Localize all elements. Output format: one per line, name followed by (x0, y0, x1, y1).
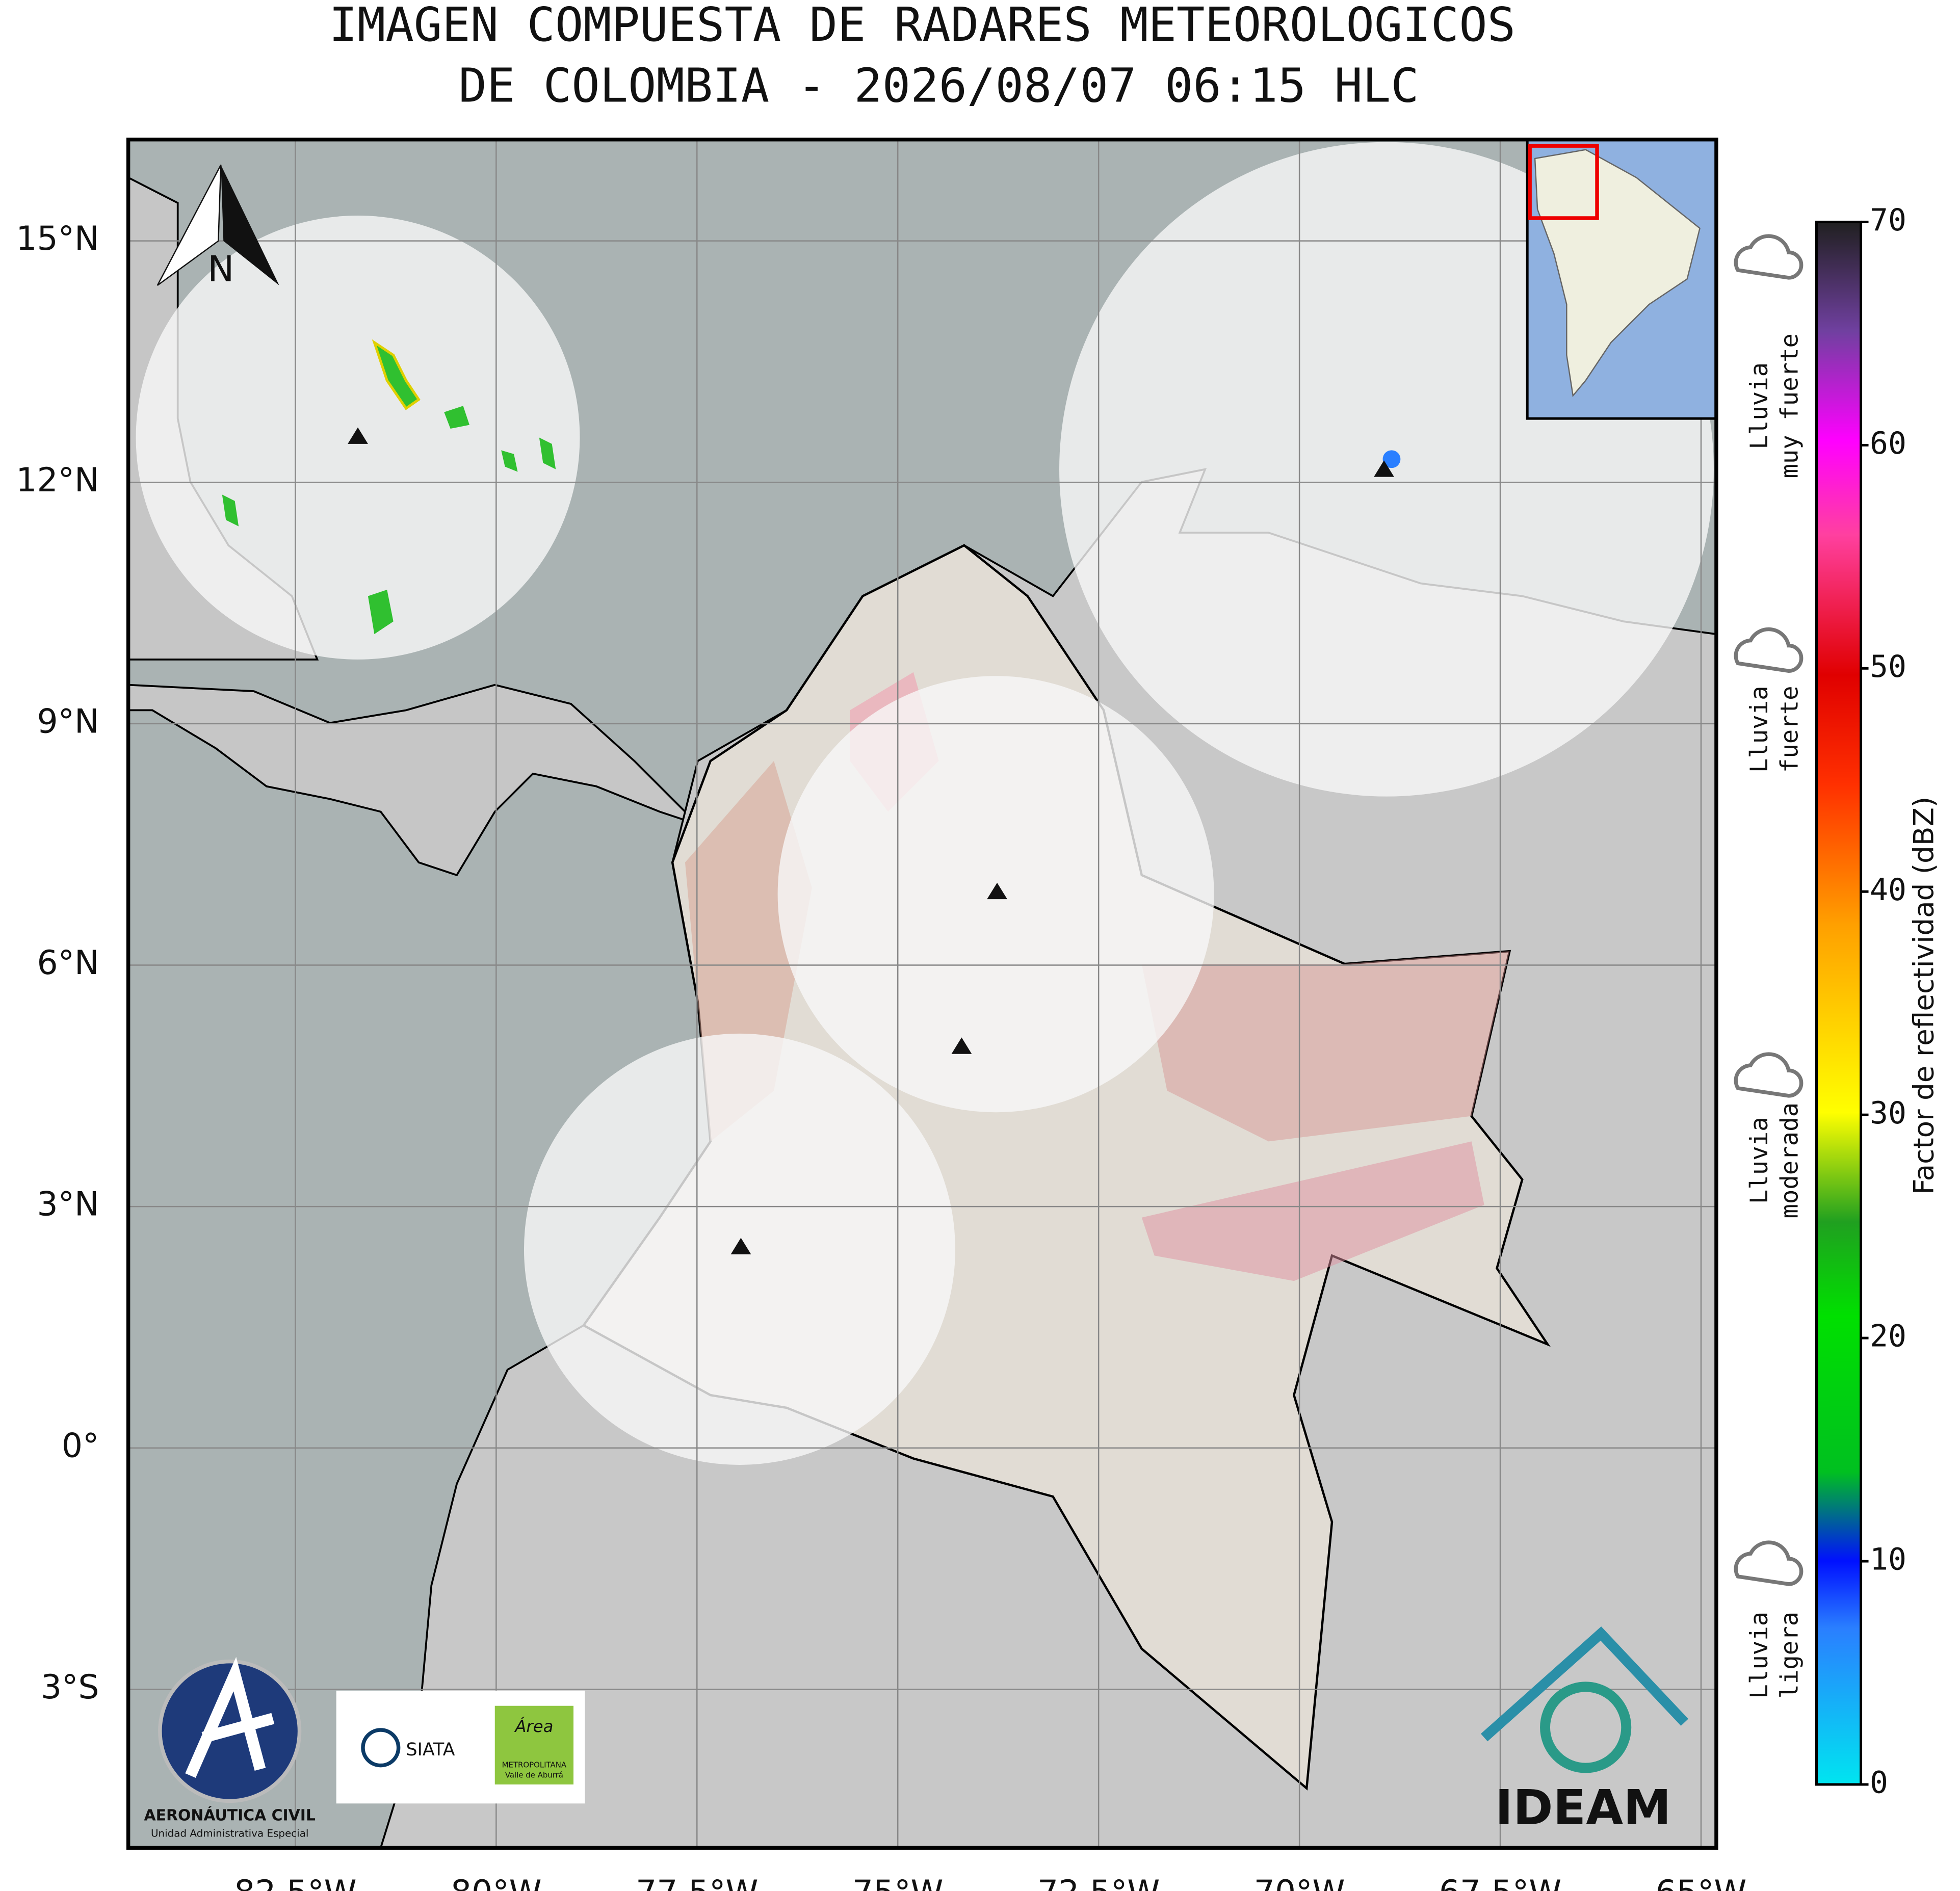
lat-tick-label: 6°N (37, 944, 99, 982)
lat-tick-label: 3°S (41, 1668, 99, 1706)
aerocivil-sub: Unidad Administrativa Especial (151, 1828, 308, 1840)
rain-label: Lluvia (1745, 362, 1773, 450)
east-region (1141, 1141, 1484, 1281)
colorbar (1815, 220, 1863, 1786)
colorbar-tick-label: 40 (1870, 873, 1906, 908)
lat-tick-label: 9°N (37, 702, 99, 741)
radar-sites (348, 427, 1394, 1254)
lon-tick-label: 65°W (1656, 1874, 1747, 1891)
colorbar-tick-label: 20 (1870, 1319, 1906, 1354)
central-america (128, 684, 712, 877)
rain-label: Lluvia (1745, 1612, 1773, 1699)
map: N AERONÁUTICA CIVIL Unidad Administrativ… (128, 139, 1716, 1848)
lon-tick-label: 67.5°W (1439, 1874, 1561, 1891)
colorbar-tick-label: 60 (1870, 426, 1906, 461)
rain-icon (1734, 1540, 1804, 1586)
echoes (222, 339, 1401, 635)
rain-icon (1734, 234, 1804, 280)
north-label: N (207, 249, 234, 290)
lon-tick-label: 77.5°W (636, 1874, 758, 1891)
lat-tick-label: 12°N (16, 461, 99, 500)
map-frame (126, 137, 1718, 1850)
rain-label: Lluvia (1745, 686, 1773, 773)
rain-label: fuerte (1776, 686, 1804, 773)
lat-tick-label: 0° (62, 1427, 99, 1465)
rain-label: Lluvia (1745, 1117, 1773, 1204)
area-label: Área (514, 1717, 553, 1736)
title-line-2: DE COLOMBIA - 2026/08/07 06:15 HLC (459, 59, 1419, 113)
area-sub: METROPOLITANA (502, 1761, 567, 1770)
colorbar-tick-label: 0 (1870, 1766, 1888, 1801)
inset-box (1528, 144, 1599, 220)
rain-icon (1734, 627, 1804, 673)
rain-label: muy fuerte (1776, 333, 1804, 479)
rain-label: ligera (1776, 1612, 1804, 1699)
north-arrow (156, 164, 222, 286)
axis-labels: 82.5°W 80°W 77.5°W 75°W 72.5°W 70°W 67.5°W 65°W… (16, 220, 1746, 1891)
area-sub: Valle de Aburrá (505, 1771, 563, 1780)
lat-tick-label: 3°N (37, 1186, 99, 1224)
inset-continent (1534, 149, 1701, 398)
rain-label: moderada (1776, 1102, 1804, 1219)
aerocivil-name: AERONÁUTICA CIVIL (144, 1806, 316, 1825)
logos: AERONÁUTICA CIVIL Unidad Administrativa … (144, 1626, 1688, 1840)
colorbar-tick-label: 10 (1870, 1542, 1906, 1578)
colorbar-tick-label: 50 (1870, 649, 1906, 685)
siata-label: SIATA (406, 1740, 455, 1760)
lon-tick-label: 72.5°W (1037, 1874, 1160, 1891)
area-logo (494, 1705, 574, 1784)
lon-tick-label: 82.5°W (234, 1874, 356, 1891)
lon-tick-label: 75°W (852, 1874, 944, 1891)
colorbar-tick-label: 30 (1870, 1096, 1906, 1131)
colorbar-tick-label: 70 (1870, 203, 1906, 238)
rain-icon (1734, 1052, 1804, 1098)
lat-tick-label: 15°N (16, 220, 99, 258)
lon-tick-label: 80°W (451, 1874, 542, 1891)
orinoquia (1141, 951, 1510, 1142)
graticule (128, 139, 1716, 1848)
lon-tick-label: 70°W (1254, 1874, 1345, 1891)
title-line-1: IMAGEN COMPUESTA DE RADARES METEOROLOGIC… (329, 0, 1516, 52)
colorbar-label: Factor de reflectividad (dBZ) (1907, 797, 1940, 1195)
ideam-label: IDEAM (1495, 1780, 1671, 1836)
